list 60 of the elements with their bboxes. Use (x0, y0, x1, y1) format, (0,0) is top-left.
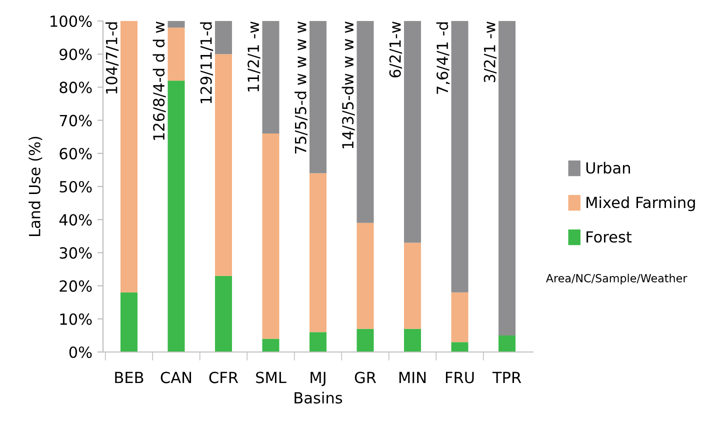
bar (214, 21, 232, 54)
bar (309, 21, 327, 174)
annotation: 14/3/5-dw w w w (342, 22, 355, 148)
x-tick-label: TPR (492, 372, 522, 384)
y-tick-label: 10% (60, 313, 92, 325)
bar (356, 328, 374, 352)
legend-label: Mixed Farming (586, 196, 695, 212)
annotation: 6/2/1-w (389, 22, 402, 78)
bar (451, 342, 468, 352)
bar (214, 276, 232, 352)
legend-label: Forest (586, 231, 632, 243)
bar (309, 332, 327, 352)
bar (498, 21, 516, 336)
bar (168, 21, 185, 28)
bar (451, 292, 468, 342)
annotation: 7,6/4/1 -d (436, 22, 450, 94)
y-tick-label: 80% (60, 82, 92, 94)
annotation: 75/5/5-d w w w w (294, 22, 308, 154)
bar (451, 21, 468, 292)
y-tick-label: 60% (60, 148, 92, 160)
y-tick-label: 30% (60, 247, 92, 259)
annotation: 126/8/4-d d d w (152, 22, 166, 140)
bar (404, 242, 422, 329)
x-tick-label: CAN (160, 372, 192, 384)
bar (404, 328, 422, 352)
bar (498, 335, 516, 352)
bar (262, 338, 280, 352)
y-tick-label: 70% (60, 114, 92, 126)
bar (168, 28, 185, 81)
bar (214, 54, 232, 276)
y-tick-label: 20% (60, 280, 92, 292)
bar (356, 222, 374, 329)
x-tick-label: CFR (209, 372, 238, 384)
bar (262, 21, 280, 134)
text: Area/NC/Sample/Weather (546, 274, 688, 285)
annotation: 104/7/1-d (106, 22, 119, 94)
annotation: 11/2/1 -w (248, 22, 260, 92)
bar (168, 80, 185, 352)
x-tick-label: BEB (115, 372, 144, 384)
x-tick-label: SML (256, 372, 286, 384)
bar (356, 21, 374, 223)
bar (120, 21, 138, 292)
x-tick-label: MJ (310, 372, 326, 386)
x-tick-label: GR (354, 372, 376, 384)
annotation: 3/2/1 -w (484, 22, 497, 82)
bar (262, 134, 280, 339)
x-tick-label: MIN (399, 372, 426, 384)
bar (404, 21, 422, 243)
x-tick-label: FRU (446, 372, 474, 384)
y-tick-label: 100% (50, 15, 92, 28)
x-axis-title: Basins (294, 392, 342, 404)
legend-label: Urban (586, 162, 630, 174)
y-tick-label: 40% (59, 214, 92, 226)
y-tick-label: 0% (69, 346, 92, 358)
bar (120, 292, 138, 352)
y-tick-label: 90% (60, 48, 92, 60)
bar (309, 173, 327, 332)
y-tick-label: 50% (60, 180, 92, 193)
annotation: 129/11/1-d (200, 22, 214, 104)
y-axis-title: Land Use (%) (28, 136, 42, 236)
